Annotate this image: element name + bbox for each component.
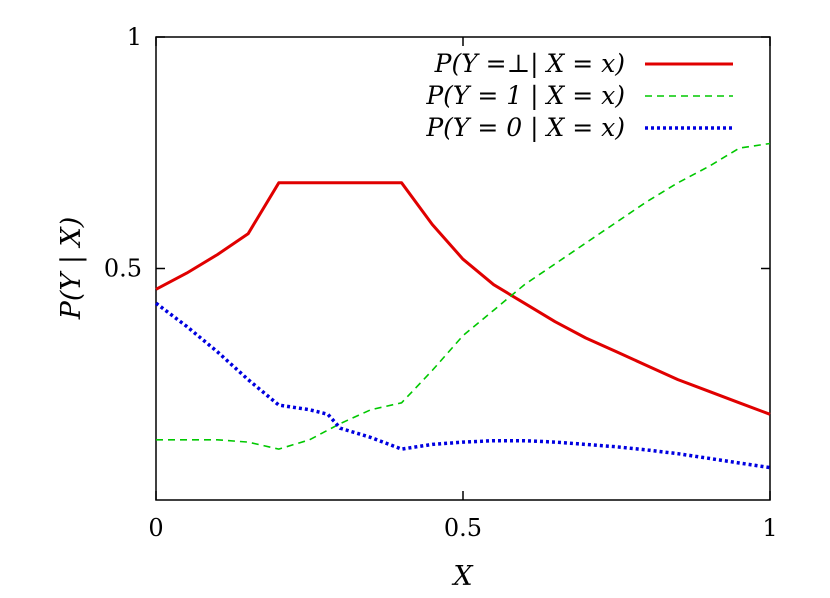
legend: P(Y =⊥| X = x)P(Y = 1 | X = x)P(Y = 0 | …: [425, 49, 733, 143]
y-tick-label: 1: [127, 23, 142, 51]
x-tick-label: 1: [762, 514, 777, 542]
legend-label-1: P(Y = 1 | X = x): [425, 81, 625, 111]
y-tick-label: 0.5: [104, 255, 142, 283]
series-line-1: [156, 142, 771, 450]
legend-label-0: P(Y =⊥| X = x): [434, 49, 625, 79]
series-line-2: [154, 301, 771, 470]
x-tick-label: 0: [148, 514, 163, 542]
x-tick-label: 0.5: [444, 514, 482, 542]
y-axis-label: P(Y | X): [56, 217, 87, 321]
tick-group: 0 0.5 1 0.5 1: [104, 23, 778, 542]
legend-label-2: P(Y = 0 | X = x): [425, 113, 625, 143]
series-line-0: [155, 181, 771, 416]
series-group: [154, 142, 771, 470]
x-axis-label: X: [451, 561, 474, 592]
